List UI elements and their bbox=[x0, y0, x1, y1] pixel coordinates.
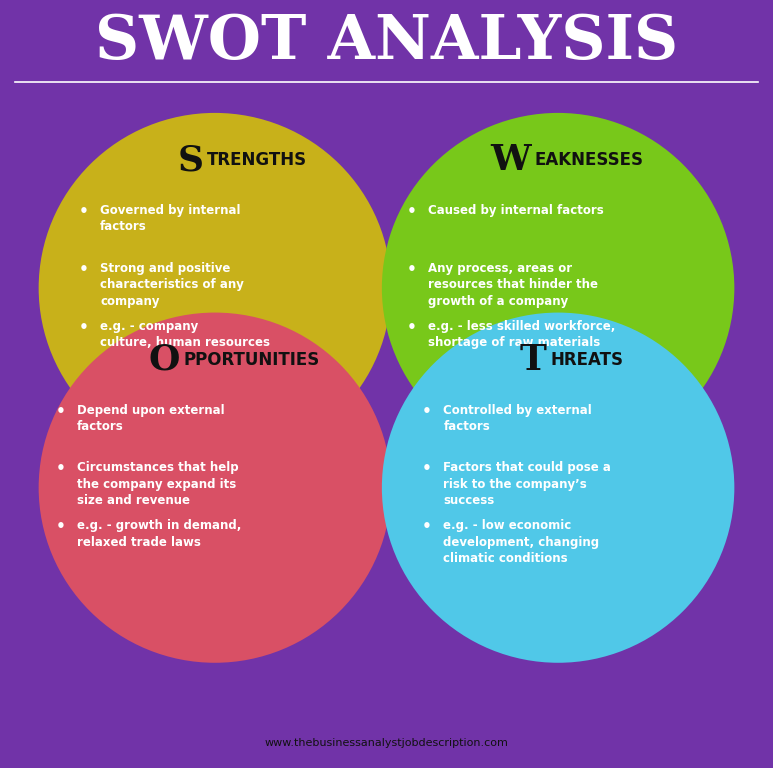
Text: •: • bbox=[79, 319, 88, 335]
Text: •: • bbox=[422, 404, 431, 419]
Text: EAKNESSES: EAKNESSES bbox=[535, 151, 644, 169]
Text: •: • bbox=[407, 319, 416, 335]
Text: •: • bbox=[79, 262, 88, 276]
Text: •: • bbox=[407, 262, 416, 276]
Text: S: S bbox=[177, 143, 203, 177]
Text: TRENGTHS: TRENGTHS bbox=[207, 151, 308, 169]
Text: •: • bbox=[422, 519, 431, 535]
Text: Strong and positive
characteristics of any
company: Strong and positive characteristics of a… bbox=[100, 262, 244, 308]
Circle shape bbox=[382, 313, 734, 663]
Text: Factors that could pose a
risk to the company’s
success: Factors that could pose a risk to the co… bbox=[444, 462, 611, 508]
Text: T: T bbox=[519, 343, 547, 377]
Text: e.g. - growth in demand,
relaxed trade laws: e.g. - growth in demand, relaxed trade l… bbox=[77, 519, 241, 548]
Text: Depend upon external
factors: Depend upon external factors bbox=[77, 404, 225, 433]
Text: O: O bbox=[148, 343, 180, 377]
Text: e.g. - company
culture, human resources: e.g. - company culture, human resources bbox=[100, 319, 270, 349]
Text: •: • bbox=[56, 519, 65, 535]
Text: •: • bbox=[407, 204, 416, 219]
Text: •: • bbox=[422, 462, 431, 476]
Circle shape bbox=[382, 113, 734, 463]
Text: PPORTUNITIES: PPORTUNITIES bbox=[184, 351, 320, 369]
Text: e.g. - low economic
development, changing
climatic conditions: e.g. - low economic development, changin… bbox=[444, 519, 600, 565]
Text: W: W bbox=[490, 143, 531, 177]
Text: www.thebusinessanalystjobdescription.com: www.thebusinessanalystjobdescription.com bbox=[264, 738, 509, 749]
Text: SWOT ANALYSIS: SWOT ANALYSIS bbox=[95, 12, 678, 72]
Text: e.g. - less skilled workforce,
shortage of raw materials: e.g. - less skilled workforce, shortage … bbox=[428, 319, 615, 349]
Text: Governed by internal
factors: Governed by internal factors bbox=[100, 204, 240, 233]
Text: Circumstances that help
the company expand its
size and revenue: Circumstances that help the company expa… bbox=[77, 462, 239, 508]
Text: Any process, areas or
resources that hinder the
growth of a company: Any process, areas or resources that hin… bbox=[428, 262, 598, 308]
Text: •: • bbox=[56, 462, 65, 476]
Text: Controlled by external
factors: Controlled by external factors bbox=[444, 404, 592, 433]
Text: •: • bbox=[79, 204, 88, 219]
Text: •: • bbox=[56, 404, 65, 419]
Circle shape bbox=[39, 113, 391, 463]
Text: Caused by internal factors: Caused by internal factors bbox=[428, 204, 604, 217]
Circle shape bbox=[39, 313, 391, 663]
Text: HREATS: HREATS bbox=[550, 351, 623, 369]
